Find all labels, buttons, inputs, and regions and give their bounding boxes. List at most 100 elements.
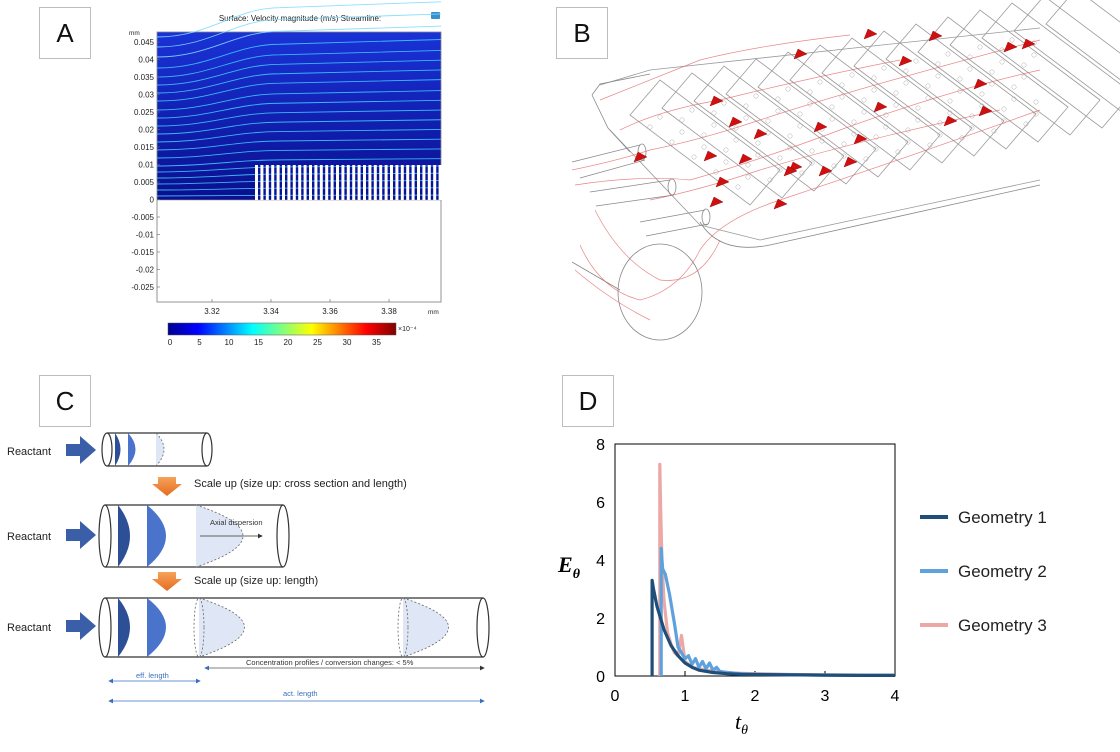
panel-b-hole (657, 114, 663, 120)
panel-b-hole (787, 145, 793, 151)
panel-c-scaleup-label-2: Scale up (size up: length) (194, 575, 318, 587)
panel-b-hole (893, 102, 899, 108)
panel-b-hole (895, 149, 901, 155)
panel-c-eff-length: eff. length (136, 671, 169, 680)
panel-b-hole (893, 90, 899, 96)
chart-legend: Geometry 1 Geometry 2 Geometry 3 (920, 508, 1047, 635)
panel-c-scaleup-diagram: Reactant Scale up (size up: cross sectio… (7, 432, 490, 704)
panel-a-xtick: 3.38 (381, 307, 397, 316)
panel-b-hole (689, 107, 695, 113)
panel-b-cone (783, 165, 798, 177)
panel-a-colorbar-exponent: ×10⁻⁴ (398, 326, 417, 333)
panel-b-hole (979, 91, 985, 97)
panel-a-streamline (156, 49, 442, 78)
panel-b-outline (599, 27, 1041, 241)
panel-a-colorbar-tick: 30 (343, 338, 352, 347)
panel-b-hole (711, 110, 717, 116)
panel-b-hole (787, 133, 793, 139)
panel-a-fin (422, 165, 426, 200)
panel-b-hole (851, 131, 857, 137)
panel-a-fin (411, 165, 415, 200)
panel-a-fin (336, 165, 339, 200)
panel-b-hole (829, 104, 835, 110)
panel-b-wall (725, 58, 877, 185)
panel-b-hole (669, 139, 675, 145)
panel-b-hole (1033, 111, 1039, 117)
panel-b-hole (735, 184, 741, 190)
panel-b-cone (943, 115, 958, 127)
panel-a-fin (309, 165, 312, 200)
panel-b-hole (861, 97, 867, 103)
panel-b-hole (1001, 118, 1007, 124)
panel-c-reactant-3: Reactant (7, 622, 51, 634)
panel-b-hole (959, 135, 965, 141)
panel-b-hole (883, 124, 889, 130)
panel-b-hole (1021, 62, 1027, 68)
panel-b-hole (863, 156, 869, 162)
panel-a-streamline (156, 59, 442, 86)
panel-b-hole (701, 144, 707, 150)
panel-b-cone (898, 55, 913, 67)
panel-b-hole (861, 109, 867, 115)
panel-b-cone (813, 121, 828, 133)
panel-b-hole (935, 61, 941, 67)
chart-legend-label: Geometry 2 (958, 562, 1047, 581)
panel-b-hole (903, 80, 909, 86)
panel-b-hole (967, 66, 973, 72)
panel-a-lower-region (156, 199, 442, 303)
panel-b-hole (851, 119, 857, 125)
panel-a-ytick: 0 (150, 196, 155, 205)
panel-b-hole (1033, 99, 1039, 105)
chart-yticks: 0 2 4 6 8 (596, 437, 605, 686)
panel-a-fin (357, 165, 361, 200)
panel-b-cone (753, 128, 768, 140)
panel-b-hole (873, 134, 879, 140)
panel-b-cone (863, 28, 878, 40)
panel-b-hole (733, 125, 739, 131)
panel-a-fin (314, 165, 318, 200)
panel-b-hole (775, 96, 781, 102)
panel-b-hole (1011, 84, 1017, 90)
panel-a-colorbar-tick: 15 (254, 338, 263, 347)
panel-b-wall (1045, 0, 1120, 80)
panel-b-wall (949, 9, 1101, 136)
panel-b-cone (818, 165, 833, 177)
panel-a-colorbar (167, 322, 397, 336)
panel-b-cone (843, 156, 858, 168)
panel-a-streamline (156, 79, 442, 102)
panel-b-cone (873, 101, 888, 113)
panel-a-fin (319, 165, 323, 200)
panel-b-cone (978, 105, 993, 117)
panel-a-fin (265, 165, 269, 200)
panel-a-streamline (156, 1, 442, 38)
panel-b-hole (765, 130, 771, 136)
panel-b-hole (679, 129, 685, 135)
panel-b-hole (913, 58, 919, 64)
panel-b-cone (709, 196, 724, 208)
panel-a-xtick: 3.34 (263, 307, 279, 316)
panel-b-hole (925, 83, 931, 89)
panel-b-hole (1021, 74, 1027, 80)
panel-b-hole (967, 54, 973, 60)
panel-b-wall (821, 37, 973, 164)
panel-a-streamline (156, 180, 442, 185)
panel-a-ytick: 0.035 (134, 73, 155, 82)
panel-b-hole (945, 51, 951, 57)
panel-b-hole (721, 100, 727, 106)
panel-b-wall (981, 2, 1120, 129)
chart-ytick-label: 6 (596, 495, 605, 512)
panel-a-ytick: -0.005 (131, 213, 154, 222)
panel-b-hole (1009, 37, 1015, 43)
panel-b-wall (693, 65, 845, 192)
panel-a-fin (433, 165, 437, 200)
panel-a-xunit: mm (428, 309, 439, 316)
panel-a-streamline (156, 172, 442, 179)
panel-b-hole (871, 87, 877, 93)
panel-b-cone (633, 151, 648, 163)
panel-a-streamline (156, 158, 442, 167)
panel-b-wall (629, 79, 781, 206)
panel-b-hole (745, 162, 751, 168)
panel-b-hole (999, 59, 1005, 65)
